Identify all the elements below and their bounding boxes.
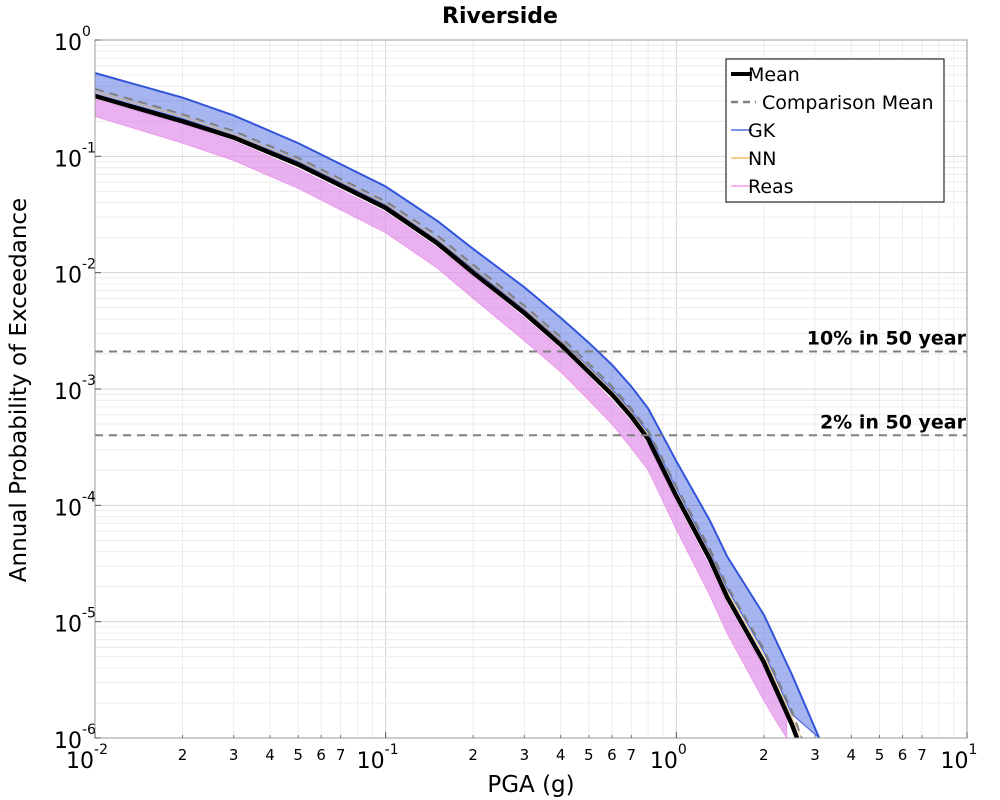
x-minor-tick-label: 7	[627, 746, 637, 764]
reference-line-label-1: 10% in 50 year	[807, 328, 967, 350]
chart-title: Riverside	[442, 4, 558, 29]
series-mean-line	[94, 93, 800, 739]
x-minor-tick-label: 7	[336, 746, 346, 764]
legend-label-2: Comparison Mean	[762, 92, 934, 114]
x-minor-tick-label: 3	[229, 746, 239, 764]
x-minor-tick-label: 4	[265, 746, 275, 764]
y-tick-label-5: 10-4	[54, 489, 96, 521]
x-minor-tick-label: 2	[759, 746, 769, 764]
x-minor-tick-label: 6	[898, 746, 908, 764]
y-tick-label-3: 10-2	[54, 257, 96, 289]
x-minor-tick-label: 5	[875, 746, 885, 764]
series-lines	[94, 87, 803, 739]
x-minor-tick-label: 5	[584, 746, 594, 764]
reference-line-label-2: 2% in 50 year	[820, 411, 967, 433]
x-tick-label-4: 101	[941, 742, 978, 774]
y-tick-label-6: 10-5	[54, 606, 96, 638]
legend-label-4: NN	[748, 148, 776, 170]
legend-label-5: Reas	[748, 176, 794, 198]
x-minor-tick-label: 6	[316, 746, 326, 764]
y-tick-label-7: 10-6	[54, 722, 96, 754]
y-tick-label-1: 100	[54, 24, 91, 56]
x-minor-tick-label: 6	[607, 746, 617, 764]
x-tick-label-2: 10-1	[357, 742, 399, 774]
y-axis-ticks: 100 10-1 10-2 10-3 10-4 10-5 10-6	[54, 24, 101, 754]
x-minor-tick-label: 4	[556, 746, 566, 764]
x-minor-tick-label: 4	[847, 746, 857, 764]
legend-label-1: Mean	[748, 64, 800, 86]
x-minor-tick-label: 5	[293, 746, 303, 764]
x-minor-tick-label: 3	[520, 746, 530, 764]
reference-lines: 10% in 50 year 2% in 50 year	[95, 328, 967, 437]
series-comparison-mean-line	[94, 87, 803, 739]
y-tick-label-4: 10-3	[54, 373, 96, 405]
x-minor-tick-label: 2	[468, 746, 478, 764]
legend-box	[725, 58, 945, 203]
x-minor-tick-label: 3	[810, 746, 820, 764]
x-minor-tick-label: 2	[178, 746, 188, 764]
x-tick-label-3: 100	[650, 742, 687, 774]
legend-label-3: GK	[748, 120, 776, 142]
x-tick-label-1: 10-2	[66, 742, 108, 774]
x-minor-tick-label: 7	[917, 746, 927, 764]
series-gk-upper-edge	[94, 72, 821, 739]
series-nn-line	[94, 91, 803, 739]
x-axis-title: PGA (g)	[487, 772, 574, 798]
y-tick-label-2: 10-1	[54, 140, 96, 172]
y-axis-title: Annual Probability of Exceedance	[6, 198, 32, 582]
legend: Mean Comparison Mean GK NN Reas	[725, 58, 945, 203]
